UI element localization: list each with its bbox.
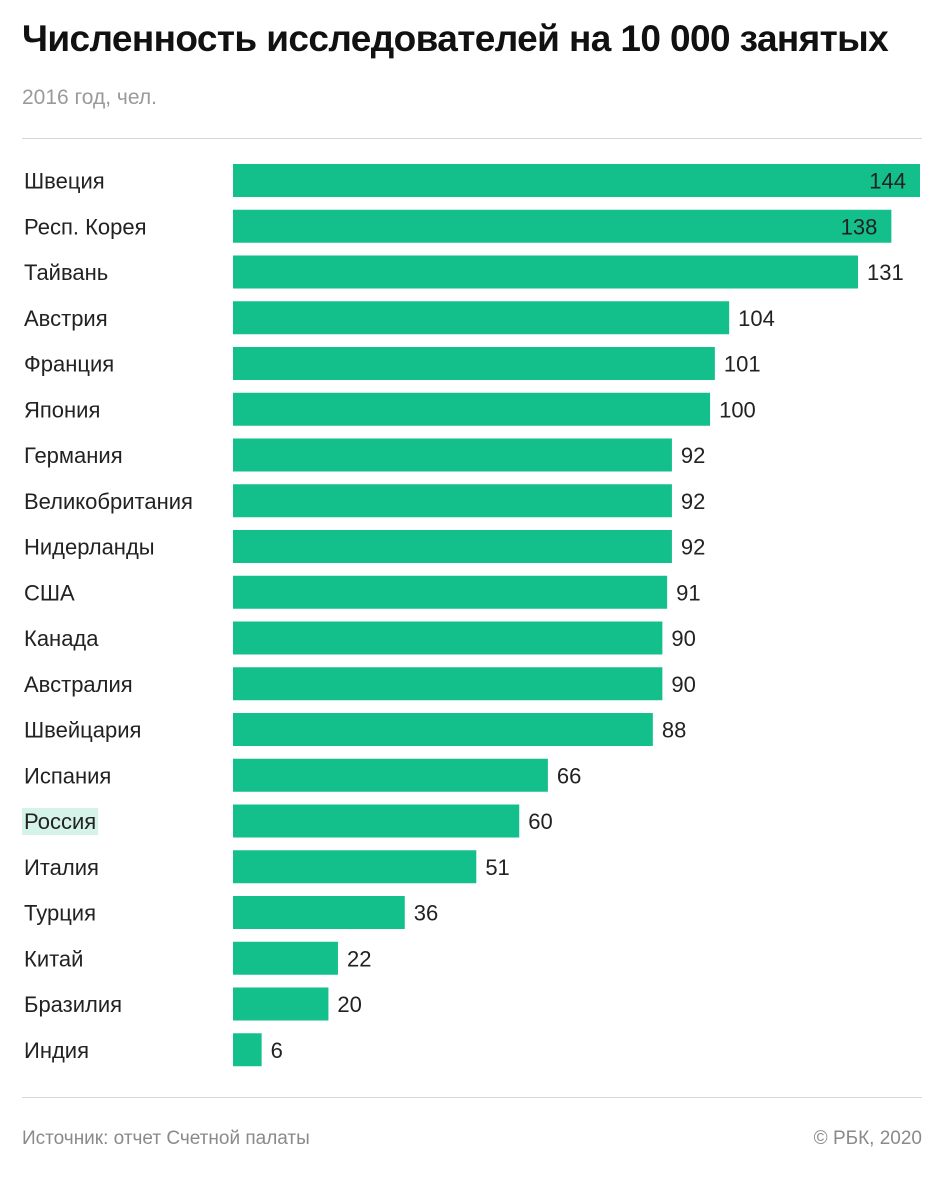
bar [233, 301, 730, 335]
category-label: Швейцария [24, 718, 141, 743]
category-label: Германия [24, 443, 123, 468]
category-label: Тайвань [24, 260, 108, 285]
value-label: 36 [414, 901, 438, 926]
bar [233, 713, 653, 746]
category-label: Великобритания [24, 489, 193, 514]
bar [233, 667, 663, 701]
value-label: 90 [671, 672, 695, 697]
category-label: Австрия [24, 306, 108, 331]
bar [233, 438, 672, 472]
bar [233, 1033, 262, 1067]
value-label: 22 [347, 946, 371, 971]
value-label: 88 [662, 718, 686, 743]
category-label: Бразилия [24, 992, 122, 1017]
bar [233, 987, 329, 1021]
bar [233, 164, 920, 197]
copyright-note: © РБК, 2020 [813, 1128, 922, 1149]
value-label: 92 [681, 489, 705, 514]
chart-title: Численность исследователей на 10 000 зан… [22, 18, 889, 59]
category-label: Россия [24, 809, 96, 834]
category-label: Испания [24, 763, 111, 788]
value-label: 104 [738, 306, 775, 331]
bar [233, 941, 338, 975]
category-label: Австралия [24, 672, 133, 697]
bar [233, 392, 711, 426]
value-label: 131 [867, 260, 904, 285]
bar [233, 621, 663, 655]
bar [233, 347, 715, 380]
chart-subtitle: 2016 год, чел. [22, 86, 157, 109]
category-label: Респ. Корея [24, 214, 147, 239]
category-label: Франция [24, 352, 114, 377]
category-label: Индия [24, 1038, 89, 1063]
value-label: 144 [869, 169, 906, 194]
bar [233, 758, 548, 792]
value-label: 20 [337, 992, 361, 1017]
top-divider [22, 138, 922, 139]
bar-chart: Швеция 144 Респ. Корея 138 Тайвань 131 Австрия… [22, 164, 920, 1067]
category-label: США [24, 580, 75, 605]
source-note: Источник: отчет Счетной палаты [22, 1128, 310, 1149]
value-label: 92 [681, 443, 705, 468]
value-label: 91 [676, 580, 700, 605]
value-label: 66 [557, 763, 581, 788]
bar [233, 850, 477, 884]
category-label: Япония [24, 397, 100, 422]
value-label: 51 [485, 855, 509, 880]
bar [233, 530, 672, 563]
category-label: Швеция [24, 169, 105, 194]
bar [233, 209, 892, 243]
category-label: Нидерланды [24, 535, 155, 560]
bar [233, 575, 668, 609]
value-label: 90 [671, 626, 695, 651]
category-label: Италия [24, 855, 99, 880]
value-label: 138 [841, 214, 878, 239]
value-label: 101 [724, 352, 761, 377]
category-label: Турция [24, 901, 96, 926]
bar [233, 484, 672, 518]
bar [233, 804, 520, 838]
bar [233, 896, 405, 929]
value-label: 100 [719, 397, 756, 422]
category-label: Канада [24, 626, 99, 651]
value-label: 6 [271, 1038, 283, 1063]
category-label: Китай [24, 946, 83, 971]
value-label: 60 [528, 809, 552, 834]
value-label: 92 [681, 535, 705, 560]
bar [233, 255, 858, 289]
highlight-marker [22, 808, 99, 835]
bottom-divider [22, 1097, 922, 1098]
